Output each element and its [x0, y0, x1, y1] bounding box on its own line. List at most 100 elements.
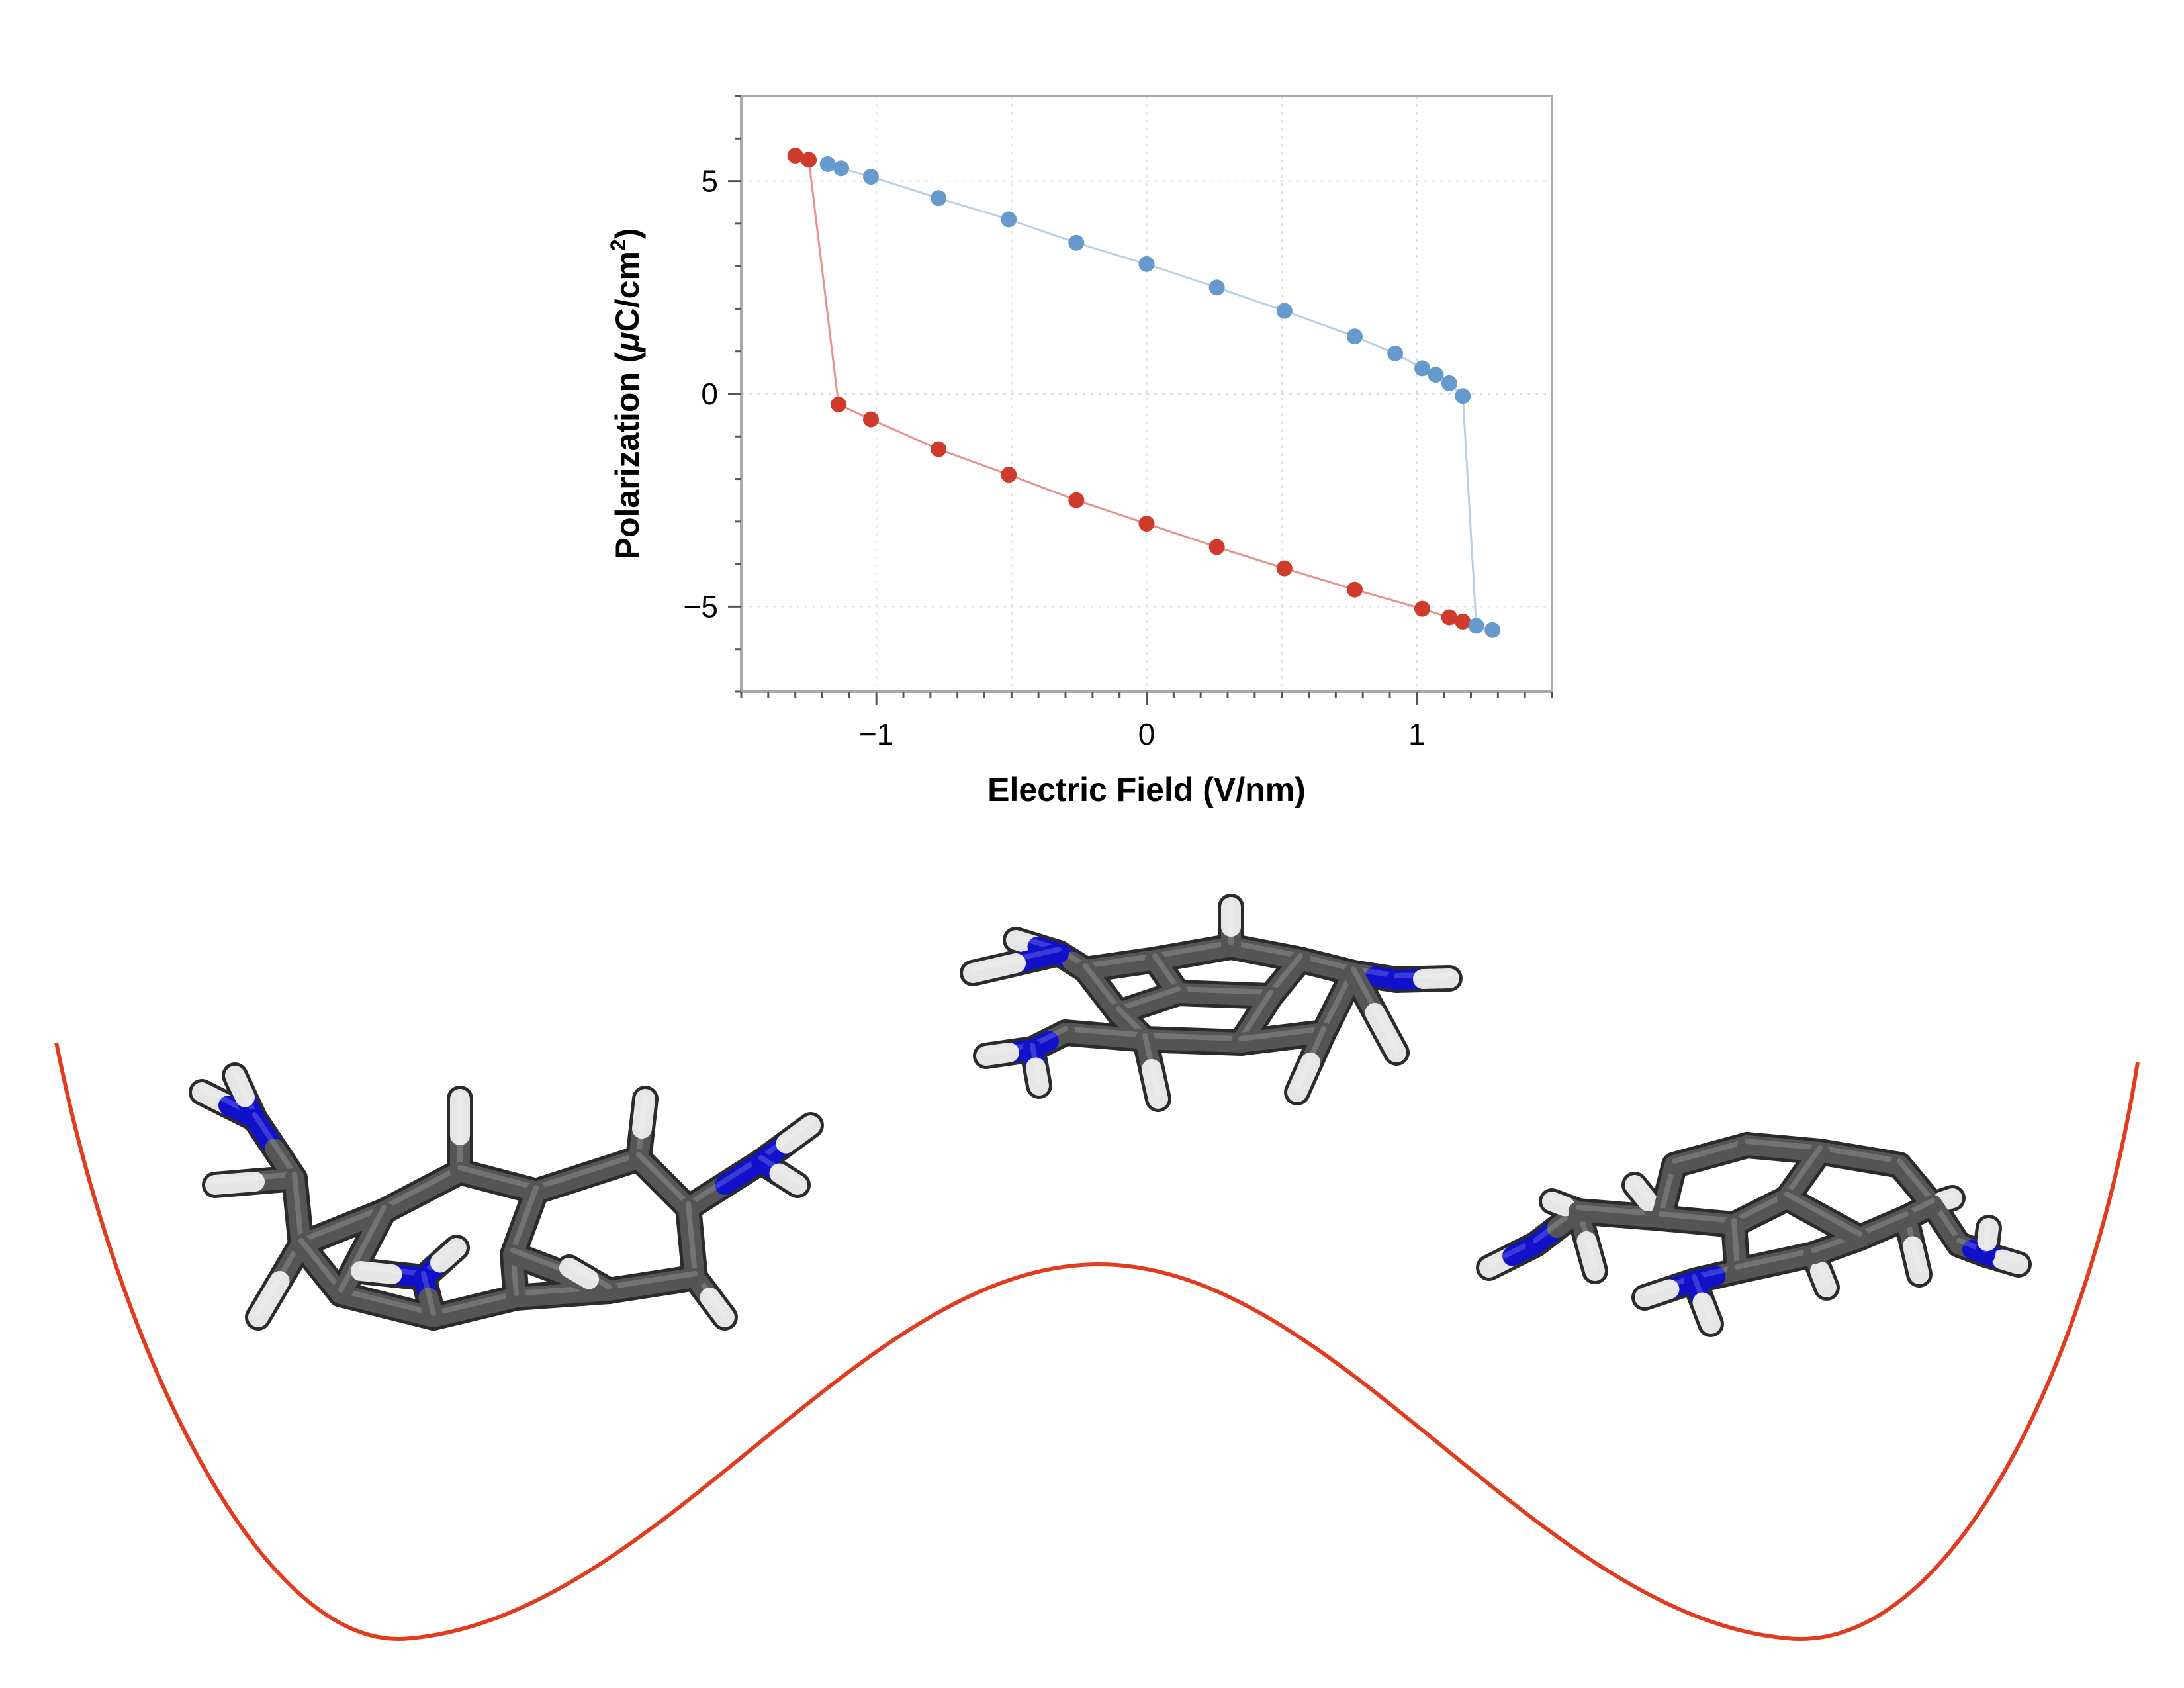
bond-half	[1246, 986, 1281, 1029]
bond-highlight	[1784, 1145, 1823, 1197]
series-points	[787, 148, 1501, 638]
double-well-potential-curve	[54, 1042, 2140, 1641]
y-tick-label: −5	[684, 589, 718, 624]
bond-highlight	[1731, 1218, 1740, 1270]
bond-highlight	[533, 1152, 641, 1190]
series-2-point	[1387, 345, 1404, 361]
bond-half	[205, 1172, 265, 1195]
bond-half	[1075, 960, 1112, 1002]
bond-highlight	[1116, 986, 1181, 1011]
x-tick-label: 1	[1408, 717, 1426, 751]
series-2-point	[1414, 360, 1430, 377]
series-2-point	[833, 160, 850, 177]
bond-highlight	[567, 1261, 612, 1289]
bond-highlight	[636, 1092, 648, 1157]
series-2-point	[1468, 618, 1484, 634]
bond-highlight	[255, 1238, 304, 1316]
series-2-point	[1068, 234, 1085, 251]
bond-half	[1903, 1236, 1929, 1284]
bond-highlight	[1692, 1274, 1713, 1323]
series-2-point	[1484, 622, 1501, 638]
bond-half	[1542, 1192, 1575, 1217]
series-2-point	[1441, 375, 1457, 391]
bond-half	[1275, 950, 1310, 988]
bond-half	[1977, 1218, 1999, 1251]
bond-highlight	[1142, 1033, 1161, 1098]
bond-half	[976, 1043, 1019, 1066]
bond-highlight	[686, 1155, 764, 1207]
series-1-point	[1208, 539, 1225, 555]
x-tick-label: −1	[859, 717, 893, 751]
series-line-1	[795, 154, 1463, 623]
bond-highlight	[421, 1271, 436, 1316]
bond-highlight	[252, 1112, 297, 1177]
bond-half	[1413, 968, 1459, 989]
series-1-point	[1276, 560, 1293, 577]
bond-highlight	[232, 1069, 257, 1117]
bond-highlight	[421, 1241, 459, 1276]
bond-highlight	[1228, 940, 1303, 959]
series-1-point	[787, 148, 803, 164]
bond-highlight	[758, 1155, 800, 1184]
bond-half	[1287, 1053, 1320, 1102]
bond-half	[700, 1288, 735, 1327]
bond-highlight	[298, 1238, 343, 1293]
bond-highlight	[1735, 1248, 1816, 1270]
bond-half	[1933, 1188, 1962, 1211]
series-2-point	[1455, 388, 1471, 404]
x-tick-label: 0	[1138, 717, 1156, 751]
series-1-point	[1001, 467, 1017, 483]
bond-highlight	[431, 1291, 519, 1316]
bond-highlight	[1152, 953, 1181, 992]
bond-half	[1651, 1208, 1707, 1231]
series-2-point	[1001, 211, 1017, 228]
bond-highlight	[292, 1172, 304, 1243]
series-lines	[795, 154, 1493, 632]
grid-lines	[741, 96, 1552, 692]
y-tick-label: 5	[701, 164, 718, 199]
series-1-point	[1068, 492, 1085, 508]
bond-half	[769, 1163, 807, 1195]
bond-highlight	[212, 1172, 297, 1184]
y-axis-label-main: Polarization (	[609, 352, 646, 559]
series-1-point	[1441, 609, 1457, 626]
series-1-point	[1455, 613, 1471, 630]
series-2-point	[1346, 328, 1363, 345]
bond-half	[1992, 1249, 2028, 1274]
bond-highlight	[636, 1152, 691, 1207]
bond-highlight	[1295, 1026, 1326, 1091]
series-2-point	[1208, 279, 1225, 296]
bond-highlight	[1238, 990, 1273, 1041]
bond-highlight	[1351, 966, 1399, 1051]
bond-half	[1576, 1231, 1605, 1281]
y-tick-labels: −5 0 5	[684, 164, 718, 624]
bond-highlight	[1030, 1043, 1042, 1084]
bond-highlight	[1745, 1139, 1823, 1150]
series-1-point	[1138, 516, 1155, 532]
y-axis-label-close: )	[609, 228, 646, 240]
series-2-point	[931, 190, 947, 207]
series-1-point	[801, 152, 817, 168]
series-line-2	[827, 163, 1493, 632]
bond-half	[418, 1288, 443, 1327]
bond-half	[504, 1266, 526, 1307]
bond-half	[776, 1115, 821, 1154]
bond-half	[963, 953, 1026, 983]
bond-half	[430, 1238, 467, 1273]
bond-half	[1142, 1059, 1168, 1109]
bond-highlight	[338, 1205, 387, 1293]
bond-highlight	[1152, 940, 1234, 959]
molecule-left	[189, 1062, 824, 1331]
bond-highlight	[457, 1165, 539, 1190]
y-tick-label: 0	[701, 377, 718, 411]
bond-half	[559, 1258, 599, 1289]
bond-highlight	[510, 1185, 539, 1253]
bond-highlight	[1238, 1026, 1326, 1041]
bond-half	[1813, 1208, 1870, 1248]
bond-highlight	[1672, 1139, 1750, 1164]
y-axis-label-unit: C/cm	[609, 251, 646, 332]
molecule-center	[960, 894, 1463, 1112]
bond-highlight	[1784, 1192, 1862, 1237]
bond-half	[1365, 1003, 1406, 1062]
